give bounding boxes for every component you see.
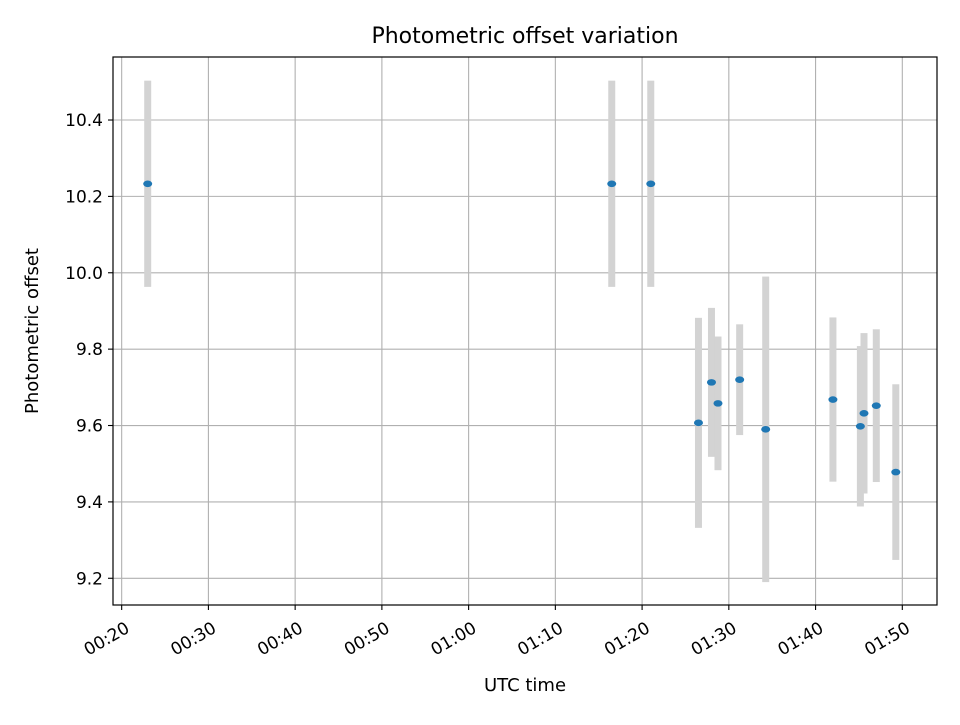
- y-tick-label: 10.2: [65, 187, 103, 207]
- y-tick-label: 9.6: [76, 417, 103, 437]
- data-point: [859, 409, 869, 417]
- y-tick-label: 9.2: [76, 569, 103, 589]
- y-tick-label: 10.4: [65, 111, 103, 131]
- data-point: [828, 396, 838, 403]
- y-tick-label: 9.8: [76, 340, 103, 360]
- grid-lines: [113, 57, 937, 605]
- data-points: [143, 180, 901, 476]
- data-point: [607, 180, 617, 188]
- data-point: [706, 379, 716, 386]
- chart-title: Photometric offset variation: [371, 24, 678, 49]
- y-axis-ticks: 9.2 9.4 9.6 9.8 10.0 10.2 10.4: [65, 111, 113, 589]
- data-point: [143, 180, 153, 188]
- y-tick-label: 10.0: [65, 264, 103, 284]
- data-point: [855, 422, 865, 430]
- data-point: [646, 180, 656, 188]
- data-point: [891, 468, 901, 476]
- data-point: [735, 376, 745, 383]
- y-tick-label: 9.4: [76, 493, 103, 513]
- data-point: [761, 426, 771, 433]
- plot-frame: [112, 56, 938, 606]
- data-point: [693, 419, 703, 427]
- data-point: [713, 400, 723, 407]
- y-axis-label: Photometric offset: [22, 248, 43, 414]
- data-point: [871, 402, 881, 409]
- x-axis-label: UTC time: [484, 675, 566, 696]
